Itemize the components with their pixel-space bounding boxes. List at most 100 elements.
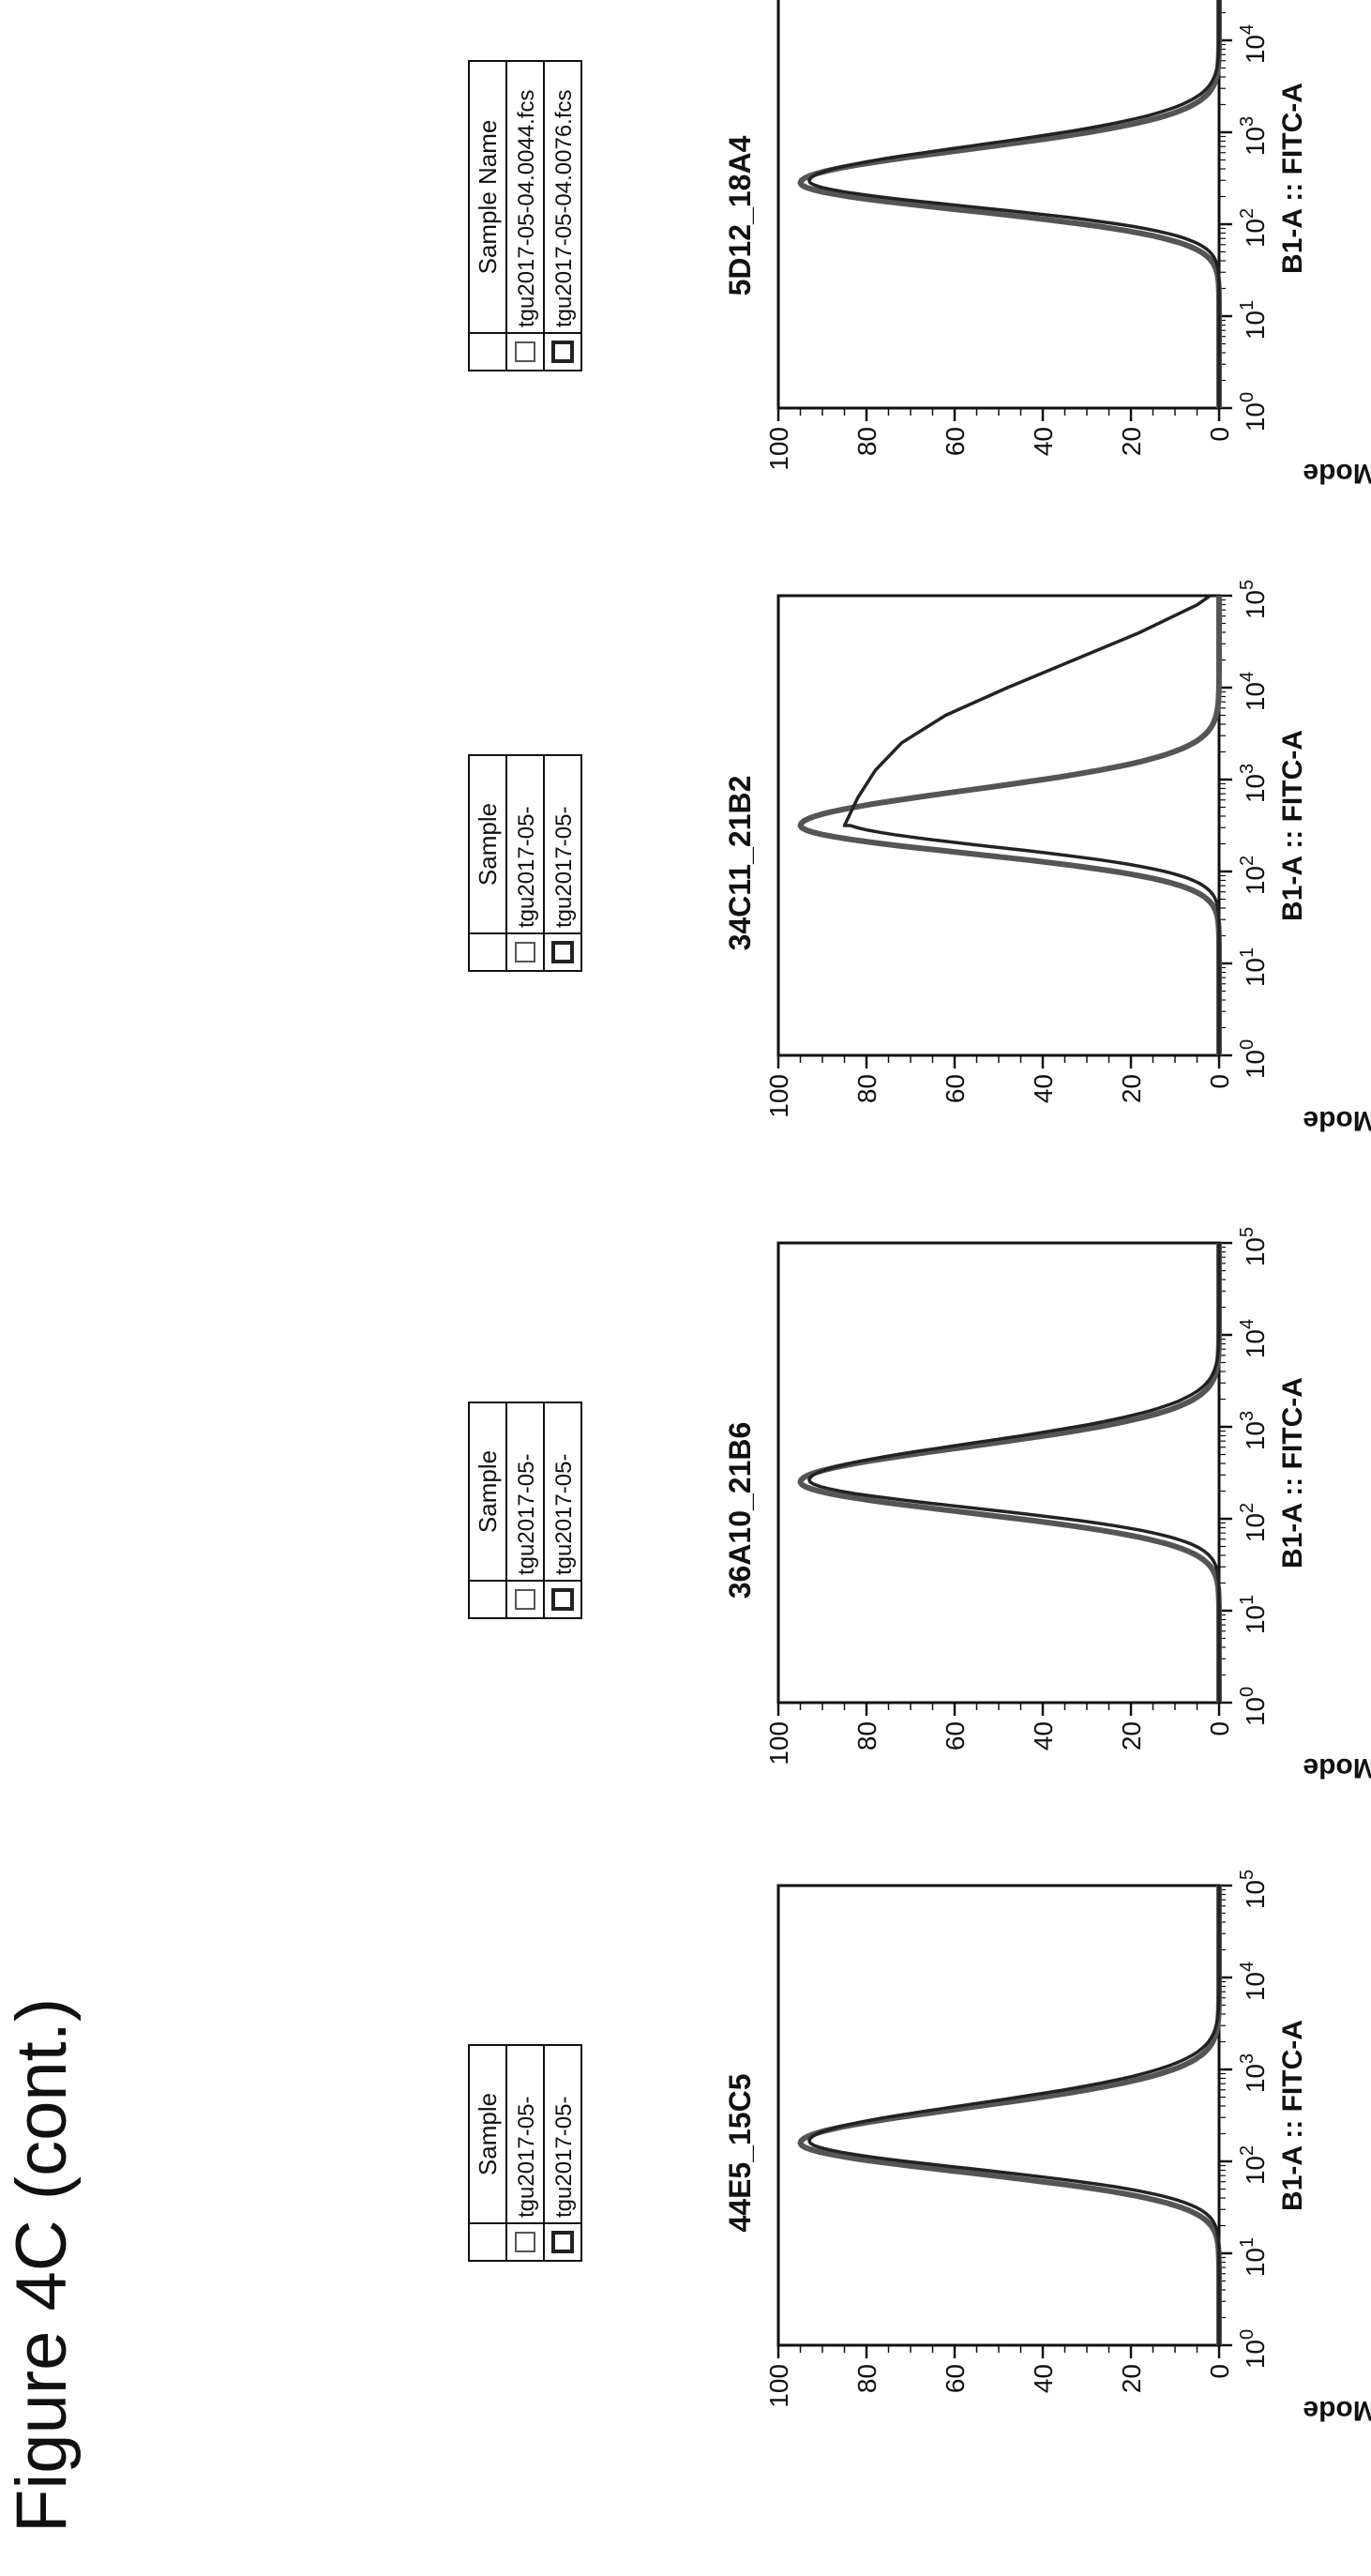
chart-title: 44E5_15C5 <box>723 2073 757 2232</box>
x-tick-label: 103 <box>1237 116 1270 156</box>
plot-frame <box>776 1241 1221 1705</box>
x-tick-label: 102 <box>1237 856 1270 895</box>
y-tick-label: 40 <box>1029 2364 1058 2393</box>
y-axis-label: Normalized To Mode <box>1303 458 1371 489</box>
y-tick-label: 0 <box>1205 2364 1234 2379</box>
x-tick-label: 102 <box>1237 1503 1270 1542</box>
legend-frame <box>468 60 582 371</box>
y-axis-label: Normalized To Mode <box>1303 2395 1371 2426</box>
series-line-1 <box>797 595 1222 1056</box>
x-axis-label: B1-A :: FITC-A <box>1277 730 1308 921</box>
legend-header: Sample Name <box>474 120 502 275</box>
legend-header: Sample <box>474 2093 502 2175</box>
legend-row-label: tgu2017-05- <box>514 807 539 928</box>
chart-title: 5D12_18A4 <box>723 135 757 295</box>
legend-swatch <box>515 942 535 962</box>
legend-table: Sample tgu2017-05- tgu2017-05- <box>468 1402 582 1619</box>
legend-table: Sample tgu2017-05- tgu2017-05- <box>468 754 582 972</box>
legend-swatch <box>551 1588 574 1611</box>
figure-title: Figure 4C (cont.) <box>2 1998 82 2533</box>
x-tick-label: 100 <box>1237 392 1270 432</box>
x-tick-label: 103 <box>1237 764 1270 803</box>
y-tick-label: 80 <box>852 1074 881 1103</box>
legend-row-label: tgu2017-05- <box>551 807 577 928</box>
x-tick-label: 101 <box>1237 1595 1270 1634</box>
plot-frame <box>776 0 1221 410</box>
y-tick-label: 60 <box>941 427 970 456</box>
y-tick-label: 20 <box>1117 427 1146 456</box>
plot-frame <box>776 1884 1221 2347</box>
legend-header: Sample <box>474 1450 502 1533</box>
legend-frame <box>468 2044 582 2262</box>
legend-swatch <box>551 941 574 963</box>
x-tick-label: 104 <box>1237 24 1270 64</box>
legend-frame <box>468 1402 582 1619</box>
legend-row-label: tgu2017-05- <box>514 2097 539 2218</box>
y-tick-label: 0 <box>1205 427 1234 442</box>
x-tick-label: 100 <box>1237 1039 1270 1079</box>
y-axis-label: Normalized To Mode <box>1303 1752 1371 1783</box>
x-tick-label: 103 <box>1237 1411 1270 1450</box>
y-tick-label: 60 <box>941 2364 970 2393</box>
legend-table: Sample Name tgu2017-05-04.0044.fcs tgu2017… <box>468 60 582 371</box>
legend-row-label: tgu2017-05- <box>551 2097 577 2218</box>
y-tick-label: 20 <box>1117 2364 1146 2393</box>
y-tick-label: 100 <box>764 427 793 471</box>
legend-table: Sample tgu2017-05- tgu2017-05- <box>468 2044 582 2262</box>
x-tick-label: 104 <box>1237 1319 1270 1358</box>
x-axis-label: B1-A :: FITC-A <box>1277 2020 1308 2211</box>
series-line-2 <box>807 1886 1221 2345</box>
x-tick-label: 100 <box>1237 1687 1270 1726</box>
legend-row-label: tgu2017-05-04.0076.fcs <box>551 89 577 327</box>
legend-swatch <box>515 341 535 362</box>
y-tick-label: 0 <box>1205 1721 1234 1736</box>
series-line-2 <box>807 0 1221 408</box>
legend-row-label: tgu2017-05- <box>551 1454 577 1575</box>
x-tick-label: 102 <box>1237 208 1270 248</box>
series-line-1 <box>797 1885 1222 2346</box>
legend-swatch <box>551 2231 574 2253</box>
x-tick-label: 101 <box>1237 300 1270 340</box>
x-tick-label: 100 <box>1237 2329 1270 2369</box>
series-line-1 <box>797 1242 1222 1704</box>
x-tick-label: 103 <box>1237 2053 1270 2093</box>
series-line-2 <box>807 1243 1221 1703</box>
x-tick-label: 101 <box>1237 2237 1270 2277</box>
y-tick-label: 80 <box>852 2364 881 2393</box>
x-tick-label: 104 <box>1237 672 1270 711</box>
x-axis-label: B1-A :: FITC-A <box>1277 1377 1308 1568</box>
y-tick-label: 100 <box>764 1721 793 1765</box>
chart-title: 36A10_21B6 <box>723 1422 757 1599</box>
x-tick-label: 101 <box>1237 947 1270 987</box>
y-tick-label: 80 <box>852 1721 881 1750</box>
x-tick-label: 105 <box>1237 580 1270 619</box>
x-axis-label: B1-A :: FITC-A <box>1277 83 1308 274</box>
x-tick-label: 105 <box>1237 1870 1270 1909</box>
x-tick-label: 102 <box>1237 2145 1270 2185</box>
y-tick-label: 40 <box>1029 1721 1058 1750</box>
legend-row-label: tgu2017-05- <box>514 1454 539 1575</box>
y-tick-label: 20 <box>1117 1721 1146 1750</box>
legend-frame <box>468 754 582 972</box>
series-line-2 <box>842 594 1221 1055</box>
legend-swatch <box>515 1589 535 1610</box>
legend-row-label: tgu2017-05-04.0044.fcs <box>514 89 539 327</box>
y-tick-label: 60 <box>941 1074 970 1103</box>
y-tick-label: 40 <box>1029 1074 1058 1103</box>
x-tick-label: 104 <box>1237 1962 1270 2001</box>
y-tick-label: 40 <box>1029 427 1058 456</box>
y-tick-label: 100 <box>764 2364 793 2408</box>
y-tick-label: 60 <box>941 1721 970 1750</box>
y-tick-label: 80 <box>852 427 881 456</box>
y-tick-label: 20 <box>1117 1074 1146 1103</box>
legend-swatch <box>515 2232 535 2252</box>
y-tick-label: 100 <box>764 1074 793 1118</box>
legend-swatch <box>551 341 574 363</box>
chart-title: 34C11_21B2 <box>723 776 757 951</box>
y-tick-label: 0 <box>1205 1074 1234 1089</box>
